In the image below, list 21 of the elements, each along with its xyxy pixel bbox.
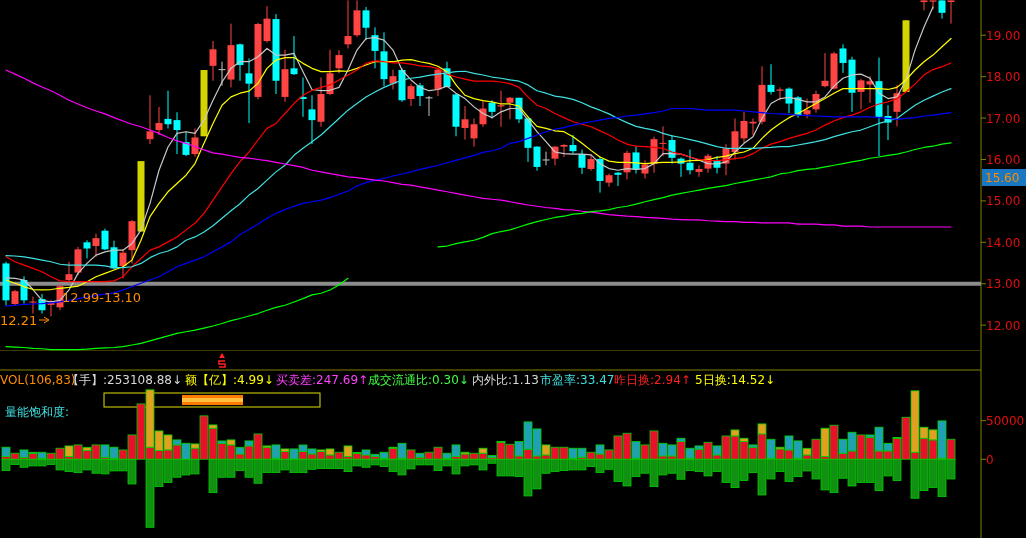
annotation: 12.21 bbox=[0, 313, 38, 328]
y-tick-label: 15.00 bbox=[986, 194, 1021, 209]
annotation: 成交流通比:0.30↓ bbox=[368, 373, 469, 387]
y-tick-label: 14.00 bbox=[986, 235, 1021, 250]
y-tick-label: 0 bbox=[986, 452, 994, 467]
annotation: 内外比:1.13 bbox=[472, 373, 539, 387]
annotation: VOL(106,83) bbox=[0, 373, 76, 387]
y-tick-label: 16.00 bbox=[986, 152, 1021, 167]
y-tick-label: 18.00 bbox=[986, 70, 1021, 85]
annotation: 市盈率:33.47 bbox=[540, 373, 615, 387]
text: 15.60 bbox=[985, 171, 1020, 185]
annotation: 昨日换:2.94↑ bbox=[614, 373, 691, 387]
annotation: 5日换:14.52↓ bbox=[695, 373, 776, 387]
y-tick-label: 12.00 bbox=[986, 318, 1021, 333]
y-tick-label: 19.00 bbox=[986, 28, 1021, 43]
y-tick-label: 13.00 bbox=[986, 277, 1021, 292]
y-tick-label: 17.00 bbox=[986, 111, 1021, 126]
annotation: 额【亿】:4.99↓ bbox=[185, 373, 274, 387]
annotation: 买卖差:247.69↑ bbox=[276, 373, 369, 387]
annotation: 量能饱和度: bbox=[5, 405, 70, 419]
y-tick-label: 50000 bbox=[986, 414, 1025, 429]
